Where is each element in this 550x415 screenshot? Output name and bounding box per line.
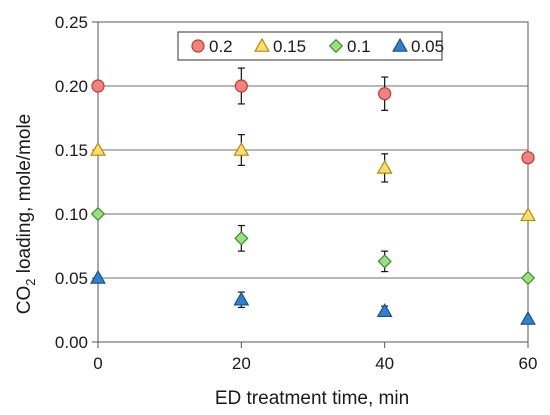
data-point (90, 141, 106, 156)
data-point (378, 87, 392, 101)
data-point (233, 141, 250, 156)
plot-border (97, 21, 529, 343)
data-point (520, 270, 536, 286)
y-axis-title: CO2 loading, mole/mole (14, 114, 38, 315)
y-axis-title-prefix: CO (14, 286, 35, 315)
legend-label: 0.1 (347, 37, 371, 56)
data-point (521, 151, 535, 165)
y-tick-label: 0.25 (55, 13, 88, 32)
y-tick-label: 0.20 (55, 77, 88, 96)
data-point (234, 231, 249, 246)
data-point (90, 206, 106, 222)
legend-label: 0.05 (411, 37, 444, 56)
data-point (233, 291, 250, 306)
legend-marker (191, 39, 205, 53)
series-0_2 (91, 67, 535, 165)
legend: 0.2 0.15 0.1 0.05 (177, 31, 444, 61)
y-tick-label: 0.10 (55, 205, 88, 224)
y-axis: 0.00 0.05 0.10 0.15 0.20 0.25 (55, 13, 98, 352)
series-0_15 (90, 134, 536, 222)
data-point (520, 310, 536, 325)
data-point (91, 79, 105, 93)
data-point (234, 79, 248, 93)
y-tick-label: 0.15 (55, 141, 88, 160)
y-tick-label: 0.05 (55, 269, 88, 288)
y-axis-title-suffix: loading, mole/mole (14, 114, 35, 279)
plot-frame (97, 21, 529, 343)
y-tick-label: 0.00 (55, 333, 88, 352)
series-0_1 (90, 206, 536, 286)
series-layer (90, 67, 536, 325)
x-axis: 0 20 40 60 (93, 342, 537, 373)
reference-lines (98, 85, 528, 279)
legend-marker (392, 37, 408, 52)
data-point (520, 207, 536, 222)
data-point (377, 254, 392, 269)
x-tick-label: 0 (93, 354, 102, 373)
legend-label: 0.15 (273, 37, 306, 56)
legend-marker (328, 38, 344, 54)
legend-label: 0.2 (209, 37, 233, 56)
x-tick-label: 60 (519, 354, 538, 373)
x-axis-title: ED treatment time, min (215, 388, 409, 409)
series-0_05 (90, 269, 536, 325)
legend-marker (254, 37, 270, 52)
data-point (376, 159, 393, 174)
x-tick-label: 40 (375, 354, 394, 373)
y-axis-title-subscript: 2 (23, 279, 38, 286)
data-point (376, 303, 393, 318)
data-point (90, 269, 106, 284)
x-tick-label: 20 (232, 354, 251, 373)
